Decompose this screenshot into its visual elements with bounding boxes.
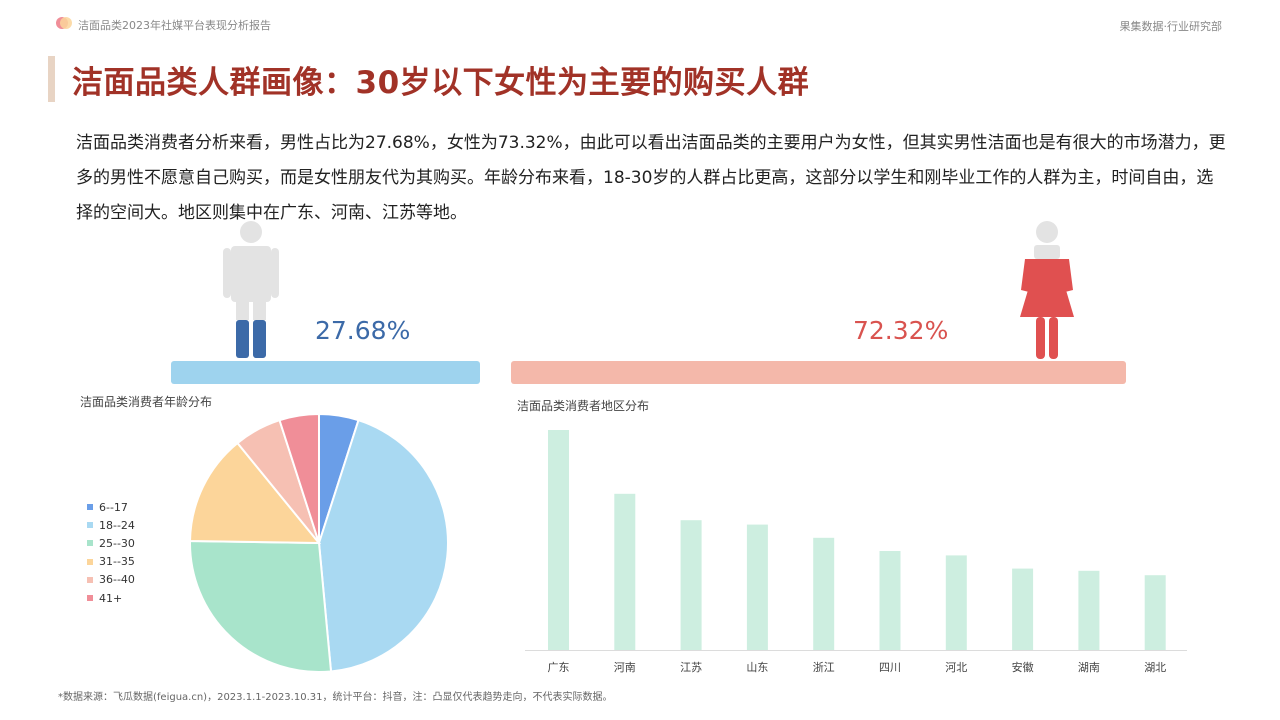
pie-slice-31-35: [188, 441, 322, 545]
region-bar-chart: 广东 河南 江苏 山东 浙江 四川 河北 安徽 湖南 湖北: [525, 430, 1187, 674]
legend-label: 18--24: [99, 518, 135, 532]
legend-label: 25--30: [99, 536, 135, 550]
region-chart-title: 洁面品类消费者地区分布: [517, 399, 650, 413]
pie-slice-18-24: [317, 418, 449, 673]
legend-swatch: [87, 595, 93, 602]
legend-swatch: [87, 540, 93, 547]
title-accent-bar: [48, 56, 55, 102]
x-tick-label: 河南: [614, 661, 636, 674]
bar-2: [680, 520, 702, 650]
legend-label: 6--17: [99, 500, 128, 514]
bar-9: [1144, 575, 1166, 650]
bar-7: [1012, 568, 1034, 650]
male-share-bar: [171, 361, 480, 384]
legend-label: 36--40: [99, 573, 135, 587]
bar-6: [945, 555, 967, 650]
x-tick-label: 安徽: [1012, 660, 1034, 674]
footnote: *数据来源：飞瓜数据(feigua.cn)，2023.1.1-2023.10.3…: [58, 692, 613, 703]
legend-swatch: [87, 576, 93, 583]
legend-swatch: [87, 558, 93, 565]
legend-item: 41+: [87, 589, 135, 607]
male-person-icon: [223, 221, 279, 358]
female-percentage: 72.32%: [853, 316, 949, 345]
summary-paragraph: 洁面品类消费者分析来看，男性占比为27.68%，女性为73.32%，由此可以看出…: [76, 133, 1226, 223]
legend-label: 41+: [99, 591, 123, 605]
x-tick-label: 四川: [879, 661, 901, 674]
x-tick-label: 湖南: [1078, 661, 1100, 674]
legend-swatch: [87, 522, 93, 529]
legend-label: 31--35: [99, 555, 135, 569]
x-tick-label: 江苏: [680, 661, 702, 674]
pie-slice-41+: [278, 412, 320, 544]
legend-item: 31--35: [87, 553, 135, 571]
x-tick-label: 浙江: [813, 661, 835, 674]
age-pie-chart: [188, 412, 449, 673]
page-title: 洁面品类人群画像：30岁以下女性为主要的购买人群: [72, 65, 810, 101]
organization-label: 果集数据·行业研究部: [1119, 20, 1223, 33]
male-percentage: 27.68%: [315, 316, 411, 345]
bar-0: [548, 430, 569, 650]
x-tick-label: 山东: [746, 661, 768, 674]
bar-4: [813, 537, 835, 650]
bar-1: [614, 493, 636, 650]
x-tick-label: 广东: [548, 661, 570, 674]
legend-swatch: [87, 504, 93, 511]
legend-item: 6--17: [87, 498, 135, 516]
age-chart-title: 洁面品类消费者年龄分布: [80, 395, 213, 409]
x-tick-label: 湖北: [1144, 661, 1166, 674]
report-title: 洁面品类2023年社媒平台表现分析报告: [78, 19, 271, 32]
legend-item: 18--24: [87, 516, 135, 534]
bar-5: [879, 551, 901, 650]
pie-slice-25-30: [189, 539, 333, 673]
age-legend: 6--17 18--24 25--30 31--35 36--40 41+: [87, 498, 135, 607]
legend-item: 36--40: [87, 571, 135, 589]
female-person-icon: [1020, 221, 1074, 359]
brand-logo-icon: [56, 17, 72, 29]
bar-3: [746, 524, 768, 650]
bar-8: [1078, 570, 1100, 650]
legend-item: 25--30: [87, 534, 135, 552]
female-share-bar: [511, 361, 1126, 384]
x-tick-label: 河北: [945, 661, 967, 674]
